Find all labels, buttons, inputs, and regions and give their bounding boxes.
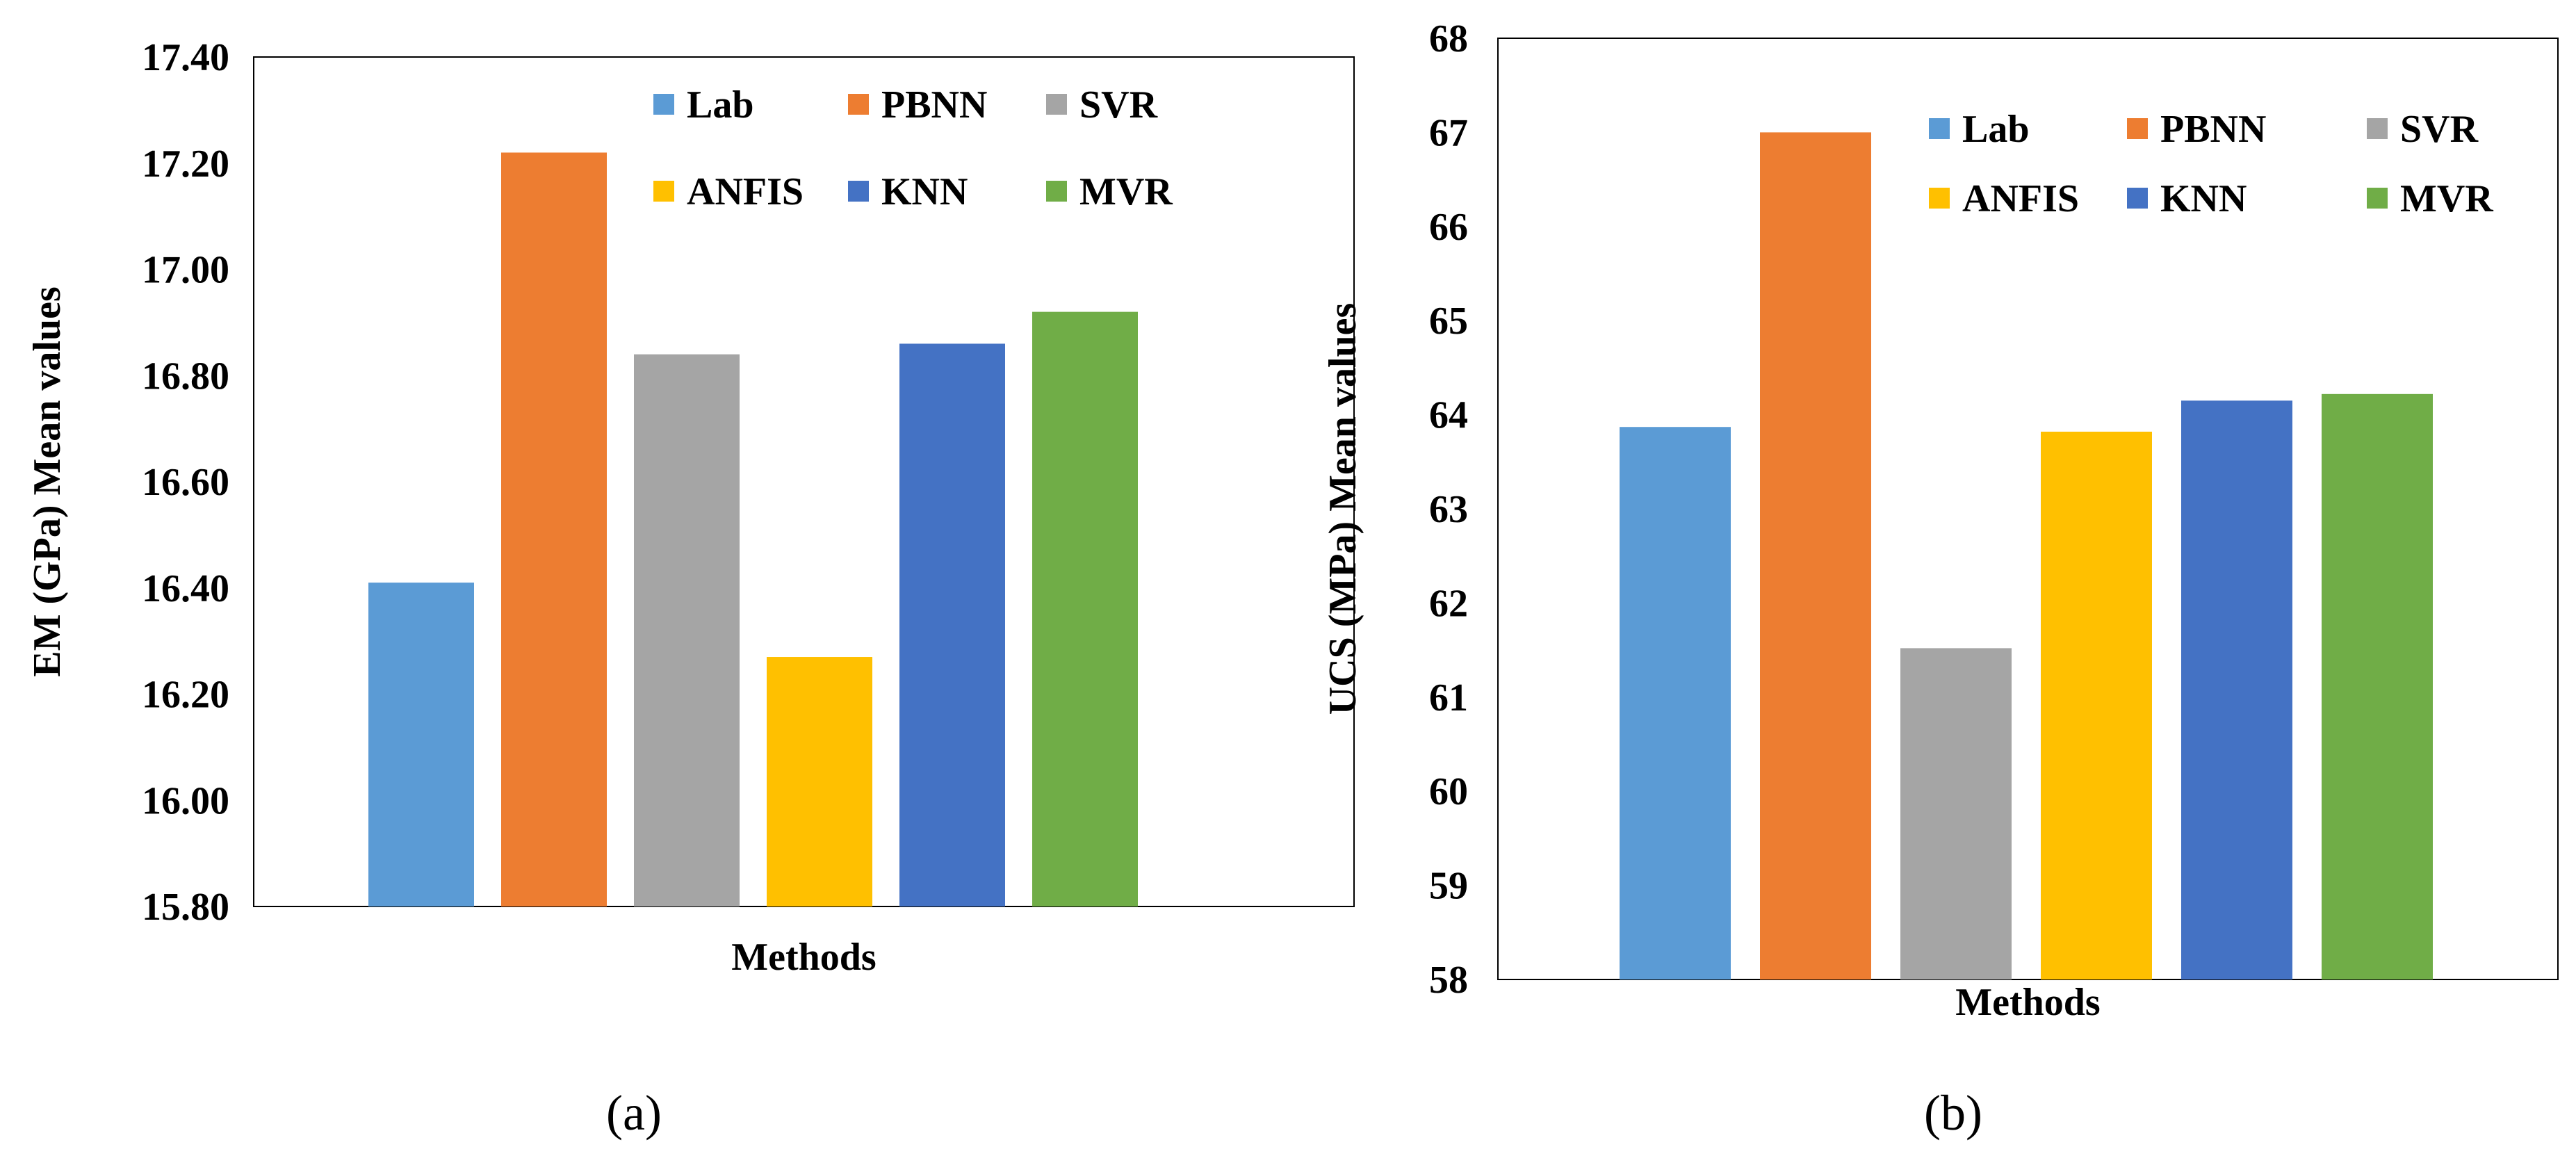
y-tick-label: 17.00 (142, 249, 229, 292)
bar-pbnn (1760, 132, 1871, 979)
bar-lab (368, 583, 474, 906)
bar-anfis (767, 657, 872, 906)
y-tick-label: 15.80 (142, 886, 229, 929)
chart-panel-b: 58 59 60 61 62 63 64 65 66 67 68 UCS (MPa) Mean val… (1321, 17, 2559, 1141)
bar-knn (2181, 400, 2292, 979)
plot-area-frame (1497, 38, 2559, 980)
bar-pbnn (501, 152, 607, 907)
legend-label-pbnn: PBNN (881, 83, 987, 127)
y-tick-label: 17.20 (142, 143, 229, 186)
y-tick-label: 16.20 (142, 674, 229, 717)
y-axis-title: UCS (MPa) Mean values (1321, 303, 1364, 715)
legend-swatch-mvr (2367, 188, 2388, 209)
x-axis-title: Methods (1955, 981, 2100, 1024)
bar-knn (899, 343, 1005, 906)
y-axis-title: EM (GPa) Mean values (26, 286, 69, 676)
y-tick-label: 65 (1429, 300, 1468, 343)
bar-mvr (2322, 393, 2433, 979)
y-tick-label: 58 (1429, 959, 1468, 1002)
y-tick-label: 63 (1429, 488, 1468, 531)
legend-label-knn: KNN (2160, 177, 2247, 220)
legend-swatch-svr (1046, 94, 1067, 115)
y-tick-label: 59 (1429, 865, 1468, 908)
y-tick-label: 17.40 (142, 36, 229, 79)
legend-label-knn: KNN (881, 170, 968, 213)
y-tick-label: 16.40 (142, 567, 229, 610)
legend-label-pbnn: PBNN (2160, 108, 2266, 151)
y-tick-label: 64 (1429, 394, 1468, 437)
bar-svr (634, 354, 740, 906)
bar-svr (1900, 648, 2012, 979)
legend-swatch-knn (2127, 188, 2148, 209)
legend-swatch-pbnn (848, 94, 869, 115)
y-tick-label: 62 (1429, 582, 1468, 625)
legend-label-lab: Lab (1962, 108, 2030, 151)
chart-panel-a: 15.80 16.00 16.20 16.40 16.60 16.80 17.00 17.20… (26, 36, 1355, 1141)
legend-swatch-pbnn (2127, 118, 2148, 139)
legend-label-anfis: ANFIS (687, 170, 804, 213)
y-tick-label: 66 (1429, 206, 1468, 249)
legend-swatch-svr (2367, 118, 2388, 139)
legend-label-mvr: MVR (1079, 170, 1173, 213)
bar-anfis (2041, 431, 2152, 979)
legend-label-svr: SVR (1079, 83, 1158, 127)
legend-swatch-anfis (1929, 188, 1950, 209)
y-tick-label: 67 (1429, 111, 1468, 154)
legend-swatch-knn (848, 181, 869, 202)
x-axis-title: Methods (731, 936, 876, 979)
bar-lab (1620, 427, 1731, 979)
legend-label-anfis: ANFIS (1962, 177, 2079, 220)
y-tick-label: 61 (1429, 676, 1468, 719)
y-tick-label: 60 (1429, 770, 1468, 813)
panel-caption: (b) (1924, 1085, 1982, 1141)
legend-label-lab: Lab (687, 83, 754, 127)
panel-caption: (a) (606, 1085, 662, 1141)
bar-mvr (1032, 311, 1138, 907)
y-tick-label: 16.00 (142, 779, 229, 822)
legend-label-mvr: MVR (2400, 177, 2493, 220)
y-tick-label: 16.60 (142, 461, 229, 504)
legend-swatch-lab (1929, 118, 1950, 139)
y-tick-label: 16.80 (142, 355, 229, 398)
legend-swatch-anfis (653, 181, 674, 202)
legend-label-svr: SVR (2400, 108, 2479, 151)
y-tick-label: 68 (1429, 17, 1468, 60)
legend-swatch-lab (653, 94, 674, 115)
legend-swatch-mvr (1046, 181, 1067, 202)
